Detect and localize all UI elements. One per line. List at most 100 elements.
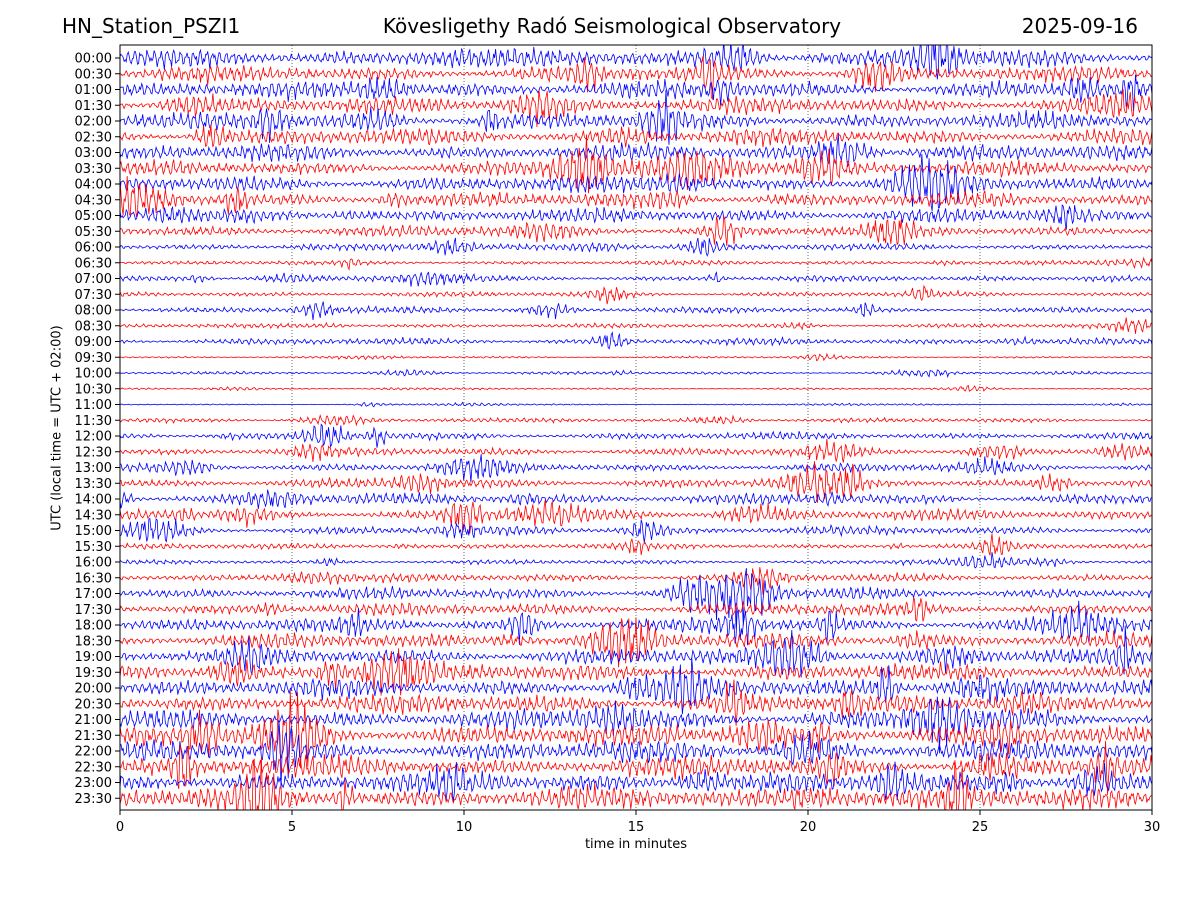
y-tick-label: 17:00 [75,587,112,602]
y-tick-label: 15:00 [75,524,112,539]
y-tick-label: 08:30 [75,319,112,334]
y-tick-label: 19:00 [75,650,112,665]
seismic-trace [120,568,1152,629]
date-label: 2025-09-16 [1021,14,1138,38]
seismic-trace [120,317,1152,334]
seismic-trace [120,679,1152,726]
x-tick-label: 10 [456,820,473,835]
y-tick-label: 09:00 [75,335,112,350]
y-tick-label: 02:00 [75,115,112,130]
y-tick-label: 22:00 [75,745,112,760]
seismic-trace [120,271,1152,287]
seismic-trace [120,489,1152,509]
x-tick-label: 5 [288,820,296,835]
y-tick-label: 23:00 [75,776,112,791]
y-tick-label: 11:30 [75,414,112,429]
y-tick-label: 06:00 [75,241,112,256]
x-tick-label: 30 [1144,820,1161,835]
observatory-title: Kövesligethy Radó Seismological Observat… [382,14,842,38]
seismic-trace [120,401,1152,408]
y-tick-label: 07:30 [75,288,112,303]
y-tick-label: 18:00 [75,619,112,634]
seismic-trace [120,215,1152,246]
y-tick-label: 19:30 [75,666,112,681]
seismic-trace [120,352,1152,362]
y-tick-label: 04:00 [75,178,112,193]
y-tick-label: 10:00 [75,367,112,382]
seismic-trace [120,617,1152,668]
y-tick-label: 12:30 [75,445,112,460]
y-tick-label: 21:30 [75,729,112,744]
y-tick-label: 03:00 [75,146,112,161]
seismic-trace [120,413,1152,427]
y-tick-label: 20:30 [75,697,112,712]
seismic-trace [120,331,1152,350]
y-tick-label: 18:30 [75,634,112,649]
seismic-trace [120,153,1152,211]
seismic-trace [120,45,1152,80]
y-tick-label: 05:00 [75,209,112,224]
y-tick-label: 05:30 [75,225,112,240]
seismic-trace [120,567,1152,595]
x-tick-label: 0 [116,820,124,835]
y-tick-label: 11:00 [75,398,112,413]
y-tick-label: 00:30 [75,67,112,82]
seismic-trace [120,284,1152,305]
seismic-trace [120,134,1152,194]
seismic-trace [120,761,1152,803]
seismic-trace [120,740,1152,795]
x-axis-title: time in minutes [584,837,688,852]
seismic-trace [120,756,1152,810]
seismic-trace [120,89,1152,145]
y-tick-label: 08:00 [75,304,112,319]
seismic-trace [120,55,1152,101]
x-tick-label: 25 [972,820,989,835]
seismic-trace [120,134,1152,168]
y-tick-label: 15:30 [75,540,112,555]
y-tick-label: 16:30 [75,571,112,586]
y-tick-label: 02:30 [75,130,112,145]
seismic-trace [120,625,1152,678]
seismic-trace [120,237,1152,257]
x-tick-label: 20 [800,820,817,835]
seismic-trace [120,461,1152,503]
seismic-trace [120,384,1152,392]
y-tick-label: 01:00 [75,83,112,98]
seismic-trace [120,175,1152,218]
y-tick-label: 13:00 [75,461,112,476]
y-tick-label: 03:30 [75,162,112,177]
seismic-trace [120,124,1152,148]
seismic-trace [120,696,1152,754]
y-tick-label: 23:30 [75,792,112,807]
seismic-trace [120,423,1152,448]
station-name: HN_Station_PSZI1 [62,14,241,38]
seismic-trace [120,256,1152,271]
y-axis: 00:0000:3001:0001:3002:0002:3003:0003:30… [75,52,120,807]
seismic-trace [120,204,1152,230]
seismic-traces [120,45,1152,810]
y-tick-label: 00:00 [75,52,112,67]
seismic-trace [120,690,1152,769]
y-tick-label: 13:30 [75,477,112,492]
seismic-trace [120,74,1152,112]
y-tick-label: 20:00 [75,682,112,697]
y-tick-label: 04:30 [75,193,112,208]
seismic-trace [120,301,1152,321]
y-tick-label: 16:00 [75,556,112,571]
y-axis-title: UTC (local time = UTC + 02:00) [49,325,65,531]
seismic-trace [120,438,1152,463]
y-tick-label: 09:30 [75,351,112,366]
seismic-trace [120,552,1152,569]
seismic-trace [120,518,1152,543]
y-tick-label: 17:30 [75,603,112,618]
seismic-trace [120,657,1152,715]
y-tick-label: 01:30 [75,99,112,114]
y-tick-label: 21:00 [75,713,112,728]
x-axis: 0 5 10 15 20 25 30 [116,810,1160,835]
x-tick-label: 15 [628,820,645,835]
seismic-trace [120,533,1152,556]
y-tick-label: 12:00 [75,430,112,445]
y-tick-label: 06:30 [75,256,112,271]
seismic-trace [120,454,1152,483]
seismic-trace [120,89,1152,128]
